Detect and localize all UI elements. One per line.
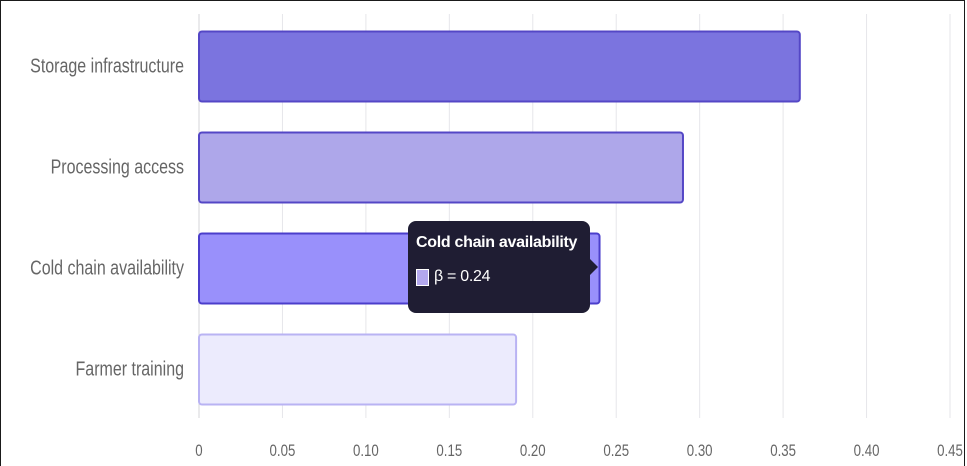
x-tick-label: 0.20 — [520, 442, 546, 461]
x-tick-label: 0.35 — [770, 442, 796, 461]
y-tick-label: Cold chain availability — [30, 257, 185, 279]
tooltip-value: β = 0.24 — [434, 268, 491, 285]
tooltip-swatch — [416, 268, 429, 286]
bar[interactable] — [198, 131, 684, 204]
y-axis-labels: Storage infrastructure Processing access C… — [30, 55, 185, 380]
x-tick-label: 0.10 — [353, 442, 379, 461]
tooltip-title: Cold chain availability — [416, 234, 578, 251]
x-tick-label: 0.40 — [854, 442, 880, 461]
x-tick-label: 0.25 — [603, 442, 629, 461]
bar[interactable] — [198, 333, 518, 406]
tooltip-row: β = 0.24 — [416, 268, 590, 286]
x-axis-labels: 0 0.05 0.10 0.15 0.20 0.25 0.30 0.35 0.40 0.45 — [195, 442, 963, 461]
x-tick-label: 0.45 — [937, 442, 963, 461]
y-tick-label: Processing access — [51, 156, 184, 178]
y-tick-label: Storage infrastructure — [30, 55, 184, 77]
x-tick-label: 0.15 — [436, 442, 462, 461]
x-tick-label: 0.30 — [687, 442, 713, 461]
bar[interactable] — [198, 30, 801, 103]
y-tick-label: Farmer training — [76, 358, 184, 380]
tooltip: Cold chain availability β = 0.24 — [408, 221, 598, 313]
x-tick-label: 0 — [195, 442, 202, 461]
bars — [198, 30, 801, 406]
x-tick-label: 0.05 — [270, 442, 296, 461]
